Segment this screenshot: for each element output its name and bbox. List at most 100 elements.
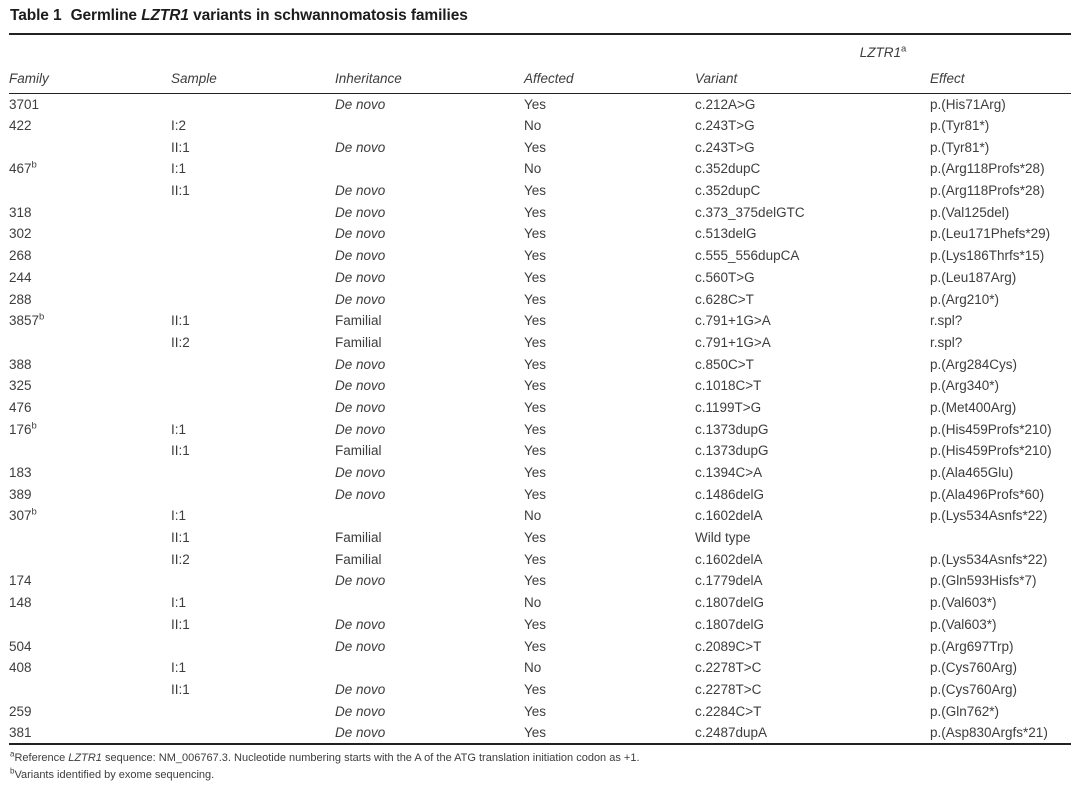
affected-cell: No [524,118,542,134]
inheritance-cell: De novo [335,356,386,372]
affected-cell: Yes [524,313,547,329]
table-footnotes: aReference LZTR1 sequence: NM_006767.3. … [9,745,1071,786]
effect-cell: p.(Arg340*) [930,378,1000,394]
sample-cell [171,223,335,245]
table-row: 422 I:2 No c.243T>G p.(Tyr81*) [9,115,1071,137]
family-cell: 183 [9,465,32,481]
effect-cell: p.(His71Arg) [930,96,1006,112]
table-row: II:1 De novo Yes c.352dupC p.(Arg118Profs*28… [9,180,1071,202]
gene-span-row: LZTR1a [9,34,1071,63]
family-cell: 408 [9,660,32,676]
sample-cell: II:1 [171,183,190,199]
sample-cell [171,267,335,289]
table-title-post-gene: variants in schwannomatosis families [193,7,468,24]
effect-cell: p.(Val125del) [930,204,1010,220]
gene-span-header: LZTR1a [695,34,1071,63]
variant-cell: c.1602delA [695,551,763,567]
inheritance-cell: Familial [335,530,382,546]
inheritance-cell: Familial [335,443,382,459]
variant-cell: c.850C>T [695,356,754,372]
inheritance-cell: De novo [335,96,386,112]
table-header: LZTR1a Family Sample Inheritance Affecte… [9,34,1071,94]
sample-cell [171,201,335,223]
table-row: 3701 De novo Yes c.212A>G p.(His71Arg) [9,93,1071,115]
effect-cell: r.spl? [930,334,963,350]
footnote-b-marker: b [10,766,15,776]
family-cell: 268 [9,248,32,264]
affected-cell: Yes [524,226,547,242]
effect-cell: p.(Tyr81*) [930,139,990,155]
family-footnote-marker: b [31,506,37,518]
table-row: 174 De novo Yes c.1779delA p.(Gln593Hisfs*7) [9,570,1071,592]
family-footnote-marker: b [31,159,37,171]
affected-cell: Yes [524,681,547,697]
table-row: 388 De novo Yes c.850C>T p.(Arg284Cys) [9,353,1071,375]
affected-cell: Yes [524,399,547,415]
table-row: 183 De novo Yes c.1394C>A p.(Ala465Glu) [9,462,1071,484]
variant-cell: Wild type [695,530,751,546]
inheritance-cell: De novo [335,724,386,740]
footnote-b-text: Variants identified by exome sequencing. [14,769,215,782]
footnote-marker-a: a [900,43,907,55]
table-row: II:1 Familial Yes c.1373dupG p.(His459Profs*… [9,440,1071,462]
sample-cell [171,483,335,505]
affected-cell: Yes [524,465,547,481]
table-row: 302 De novo Yes c.513delG p.(Leu171Phefs*29) [9,223,1071,245]
affected-cell: Yes [524,356,547,372]
variant-cell: c.1373dupG [695,443,769,459]
sample-cell [171,375,335,397]
table-row: 259 De novo Yes c.2284C>T p.(Gln762*) [9,700,1071,722]
table-row: 288 De novo Yes c.628C>T p.(Arg210*) [9,288,1071,310]
sample-cell [171,635,335,657]
table-row: II:1 De novo Yes c.243T>G p.(Tyr81*) [9,136,1071,158]
family-cell: 476 [9,399,32,415]
inheritance-cell [335,592,524,614]
effect-cell: p.(Cys760Arg) [930,681,1018,697]
family-cell [9,614,171,636]
variants-table: LZTR1a Family Sample Inheritance Affecte… [9,33,1071,745]
inheritance-cell [335,657,524,679]
col-header-affected: Affected [524,63,695,94]
footnote-b: bVariants identified by exome sequencing… [10,767,1071,785]
sample-cell: II:1 [171,616,190,632]
family-cell: 389 [9,486,32,502]
family-cell: 325 [9,378,32,394]
family-cell: 3701 [9,96,40,112]
effect-cell: p.(Asp830Argfs*21) [930,724,1048,740]
effect-cell: p.(Arg697Trp) [930,638,1014,654]
family-cell: 307b [9,506,37,524]
variant-cell: c.1779delA [695,573,763,589]
variant-cell: c.1373dupG [695,421,769,437]
inheritance-cell: Familial [335,551,382,567]
effect-cell: p.(Tyr81*) [930,118,990,134]
family-cell [9,136,171,158]
sample-cell [171,462,335,484]
family-footnote-marker: b [31,420,37,432]
effect-cell: p.(Lys186Thrfs*15) [930,248,1045,264]
sample-cell [171,397,335,419]
effect-cell: p.(Val603*) [930,595,997,611]
inheritance-cell: De novo [335,703,386,719]
table-row: 318 De novo Yes c.373_375delGTC p.(Val125del… [9,201,1071,223]
sample-cell: II:2 [171,551,190,567]
variant-cell: c.373_375delGTC [695,204,805,220]
effect-cell: p.(Arg284Cys) [930,356,1018,372]
sample-cell: I:1 [171,595,187,611]
sample-cell: II:2 [171,334,190,350]
variant-cell: c.1486delG [695,486,765,502]
affected-cell: Yes [524,248,547,264]
inheritance-cell: De novo [335,399,386,415]
inheritance-cell [335,505,524,527]
inheritance-cell: De novo [335,573,386,589]
effect-cell: p.(Gln762*) [930,703,1000,719]
variant-cell: c.352dupC [695,161,761,177]
sample-cell [171,570,335,592]
inheritance-cell: De novo [335,421,386,437]
effect-cell: p.(Arg118Profs*28) [930,183,1045,199]
variant-cell: c.243T>G [695,139,755,155]
family-cell [9,548,171,570]
variant-cell: c.560T>G [695,269,755,285]
sample-cell [171,288,335,310]
effect-cell: p.(Cys760Arg) [930,660,1018,676]
variant-cell: c.2284C>T [695,703,762,719]
